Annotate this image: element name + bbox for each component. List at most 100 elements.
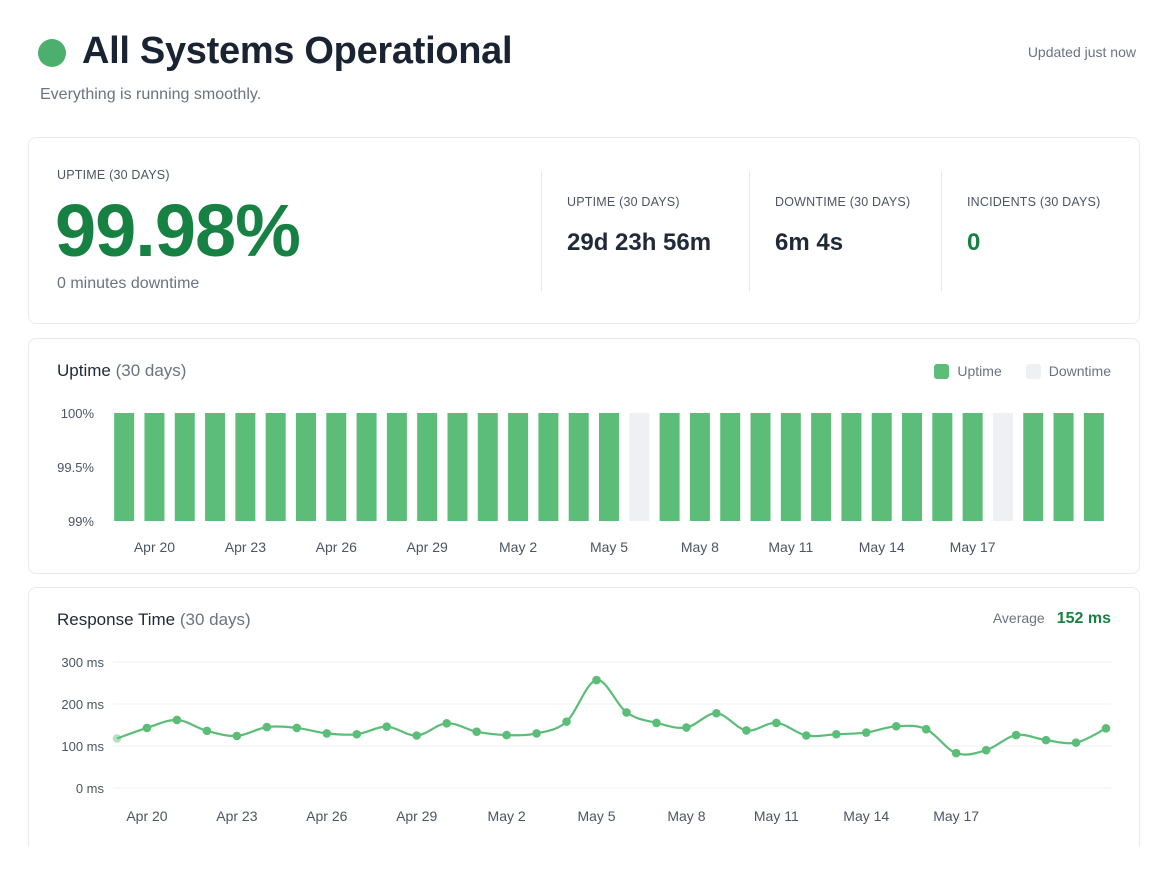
page-title: All Systems Operational bbox=[82, 30, 513, 72]
stat-label: INCIDENTS (30 DAYS) bbox=[967, 195, 1101, 209]
response-chart-title: Response Time (30 days) bbox=[57, 610, 251, 630]
status-subtitle: Everything is running smoothly. bbox=[40, 86, 262, 103]
legend-item-downtime: Downtime bbox=[1025, 363, 1111, 379]
stat-divider bbox=[749, 171, 750, 291]
response-point bbox=[352, 729, 362, 739]
uptime-label: UPTIME (30 DAYS) bbox=[57, 168, 170, 182]
response-line bbox=[116, 678, 1107, 756]
response-line-chart: 300 ms 200 ms 100 ms 0 ms Apr 20 Apr 23 Apr 26… bbox=[61, 655, 1111, 824]
stat-label: DOWNTIME (30 DAYS) bbox=[775, 195, 911, 209]
response-point bbox=[532, 729, 541, 738]
uptime-bar bbox=[841, 413, 862, 521]
y-tick-label: 200 ms bbox=[61, 697, 104, 712]
response-point bbox=[382, 722, 392, 731]
x-tick-label: Apr 26 bbox=[306, 808, 347, 824]
x-tick-label: May 2 bbox=[488, 808, 526, 824]
response-point bbox=[652, 718, 661, 728]
uptime-bar bbox=[447, 413, 468, 521]
y-tick-label: 100% bbox=[61, 406, 95, 421]
x-tick-label: May 8 bbox=[681, 539, 719, 555]
response-point bbox=[951, 748, 961, 758]
uptime-bar bbox=[902, 413, 923, 521]
response-point bbox=[981, 745, 991, 755]
x-tick-label: Apr 23 bbox=[225, 539, 266, 555]
response-time-card: Response Time (30 days) Average 152 ms 3… bbox=[28, 587, 1140, 847]
uptime-bar bbox=[477, 413, 498, 521]
stat-divider bbox=[541, 171, 542, 291]
response-point bbox=[442, 719, 451, 728]
response-point bbox=[142, 723, 152, 733]
legend-item-uptime: Uptime bbox=[934, 363, 1002, 379]
x-tick-label: Apr 29 bbox=[396, 808, 437, 824]
response-point bbox=[292, 723, 302, 733]
response-point bbox=[772, 718, 781, 728]
x-tick-label: Apr 26 bbox=[316, 539, 357, 555]
response-point bbox=[202, 726, 212, 736]
response-point bbox=[412, 731, 421, 740]
response-point bbox=[112, 734, 122, 743]
y-tick-label: 0 ms bbox=[76, 781, 105, 796]
uptime-bar bbox=[992, 413, 1013, 521]
x-tick-label: May 5 bbox=[577, 808, 615, 824]
x-tick-label: May 14 bbox=[843, 808, 889, 824]
legend-label-uptime: Uptime bbox=[957, 363, 1002, 379]
response-point bbox=[172, 715, 182, 725]
average-response: Average 152 ms bbox=[993, 610, 1111, 628]
x-tick-label: May 11 bbox=[768, 539, 813, 555]
legend-swatch-uptime bbox=[934, 363, 950, 379]
uptime-bar bbox=[508, 413, 529, 521]
x-tick-label: Apr 20 bbox=[126, 808, 167, 824]
uptime-bar bbox=[750, 413, 771, 521]
uptime-bar bbox=[811, 413, 832, 521]
x-tick-label: May 2 bbox=[499, 539, 537, 555]
uptime-bar bbox=[295, 413, 316, 521]
average-label: Average bbox=[992, 610, 1045, 626]
x-tick-label: May 8 bbox=[667, 808, 705, 824]
x-tick-label: May 11 bbox=[754, 808, 799, 824]
status-indicator-icon bbox=[38, 39, 66, 67]
chart-title-main: Uptime bbox=[57, 361, 111, 380]
uptime-bar bbox=[568, 413, 589, 521]
chart-title-period: (30 days) bbox=[115, 361, 187, 380]
x-tick-label: May 17 bbox=[950, 539, 996, 555]
legend-label-downtime: Downtime bbox=[1048, 363, 1111, 379]
stat-incidents: INCIDENTS (30 DAYS) 0 bbox=[967, 195, 1100, 257]
response-point bbox=[1041, 735, 1051, 745]
uptime-bar bbox=[932, 413, 953, 521]
uptime-bar bbox=[538, 413, 559, 521]
x-tick-label: May 17 bbox=[933, 808, 979, 824]
stat-downtime: DOWNTIME (30 DAYS) 6m 4s bbox=[775, 195, 910, 257]
uptime-bar bbox=[962, 413, 983, 521]
status-header: All Systems Operational Everything is ru… bbox=[38, 30, 1138, 110]
uptime-bar bbox=[326, 413, 347, 521]
uptime-bar bbox=[144, 413, 165, 521]
uptime-bar bbox=[689, 413, 710, 521]
uptime-summary-card: UPTIME (30 DAYS) 99.98% 0 minutes downti… bbox=[28, 137, 1140, 324]
stat-uptime-duration: UPTIME (30 DAYS) 29d 23h 56m bbox=[567, 195, 711, 257]
y-tick-label: 300 ms bbox=[61, 655, 104, 670]
uptime-bar bbox=[235, 413, 256, 521]
response-point bbox=[891, 721, 901, 731]
uptime-bar bbox=[780, 413, 801, 521]
response-point bbox=[472, 727, 481, 737]
uptime-bar bbox=[1023, 413, 1044, 521]
legend-swatch-downtime bbox=[1025, 363, 1041, 379]
response-point bbox=[262, 722, 272, 732]
uptime-bar bbox=[356, 413, 377, 521]
uptime-bar bbox=[265, 413, 286, 521]
stat-value: 6m 4s bbox=[775, 229, 844, 256]
uptime-chart-card: Uptime (30 days) Uptime Downtime 100% 99.… bbox=[28, 338, 1140, 574]
last-updated-text: Updated just now bbox=[1027, 44, 1136, 60]
x-tick-label: May 14 bbox=[859, 539, 905, 555]
response-point bbox=[322, 729, 332, 738]
stat-value: 0 bbox=[967, 229, 981, 256]
response-point bbox=[802, 731, 811, 740]
uptime-chart-title: Uptime (30 days) bbox=[57, 361, 186, 381]
response-point bbox=[592, 675, 601, 685]
response-point bbox=[622, 708, 631, 717]
response-point bbox=[1071, 738, 1081, 747]
uptime-bar bbox=[174, 413, 195, 521]
response-point bbox=[1011, 730, 1021, 740]
y-tick-label: 99% bbox=[68, 514, 94, 529]
y-tick-label: 100 ms bbox=[61, 739, 104, 754]
